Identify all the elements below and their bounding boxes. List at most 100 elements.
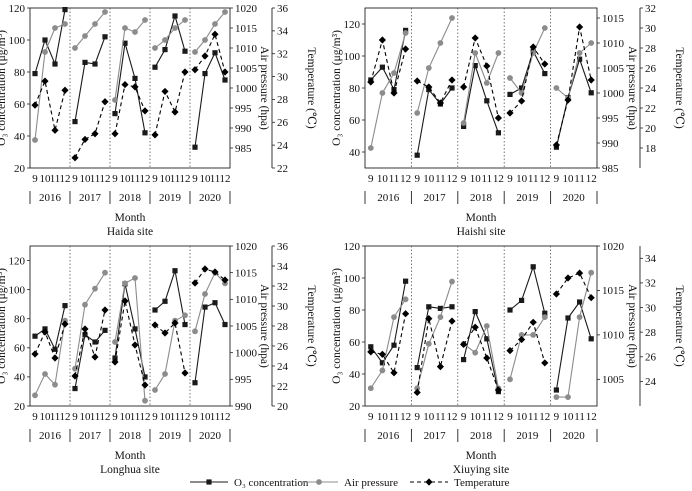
x-tick-label: 10: [563, 173, 575, 185]
data-point: [72, 45, 78, 51]
data-point: [367, 385, 374, 392]
y-tick-label: 120: [344, 241, 361, 253]
series-line-segment: [114, 83, 146, 134]
data-point: [192, 144, 198, 150]
y-tick-label: 60: [14, 343, 26, 355]
data-point: [448, 317, 456, 325]
x-tick-label: 12: [493, 411, 504, 423]
data-point: [151, 321, 159, 329]
y-tick-label: 20: [14, 163, 26, 175]
x-tick-label: 12: [539, 173, 550, 185]
data-point: [448, 76, 456, 84]
data-point: [588, 90, 594, 96]
data-point: [141, 381, 149, 389]
y-tick-label: 40: [14, 372, 26, 384]
y2-tick-label: 995: [235, 374, 252, 386]
series-line-segment: [556, 42, 592, 99]
data-point: [101, 98, 109, 106]
y3-tick-label: 26: [645, 63, 657, 75]
x-tick-label: 12: [447, 173, 458, 185]
data-point: [542, 71, 548, 77]
x-tick-label: 11: [210, 173, 221, 185]
data-point: [112, 339, 118, 345]
data-point: [494, 114, 502, 122]
x-tick-label: 10: [377, 173, 389, 185]
y3-tick-label: 22: [277, 163, 288, 175]
data-point: [413, 388, 421, 397]
data-point: [530, 264, 536, 270]
data-point: [171, 108, 179, 116]
x-tick-label: 12: [140, 411, 151, 423]
data-point: [471, 323, 479, 331]
y3-tick-label: 24: [645, 376, 657, 388]
data-point: [222, 321, 228, 328]
x-tick-label: 10: [40, 411, 52, 423]
y-axis-title: O₃ concentration (μg/m³): [0, 268, 8, 384]
y3-tick-label: 30: [277, 71, 289, 83]
data-point: [460, 340, 468, 349]
series-line-segment: [370, 298, 407, 389]
year-label: 2020: [199, 192, 222, 204]
year-label: 2020: [199, 430, 222, 442]
x-tick-label: 9: [554, 173, 560, 185]
x-tick-label: 10: [80, 173, 92, 185]
data-point: [402, 310, 410, 318]
x-tick-label: 11: [389, 173, 400, 185]
data-point: [41, 328, 49, 336]
legend-label: O₃ concentration: [234, 477, 309, 489]
data-point: [564, 96, 572, 104]
x-tick-label: 10: [160, 173, 172, 185]
data-point: [222, 9, 228, 15]
y2-tick-label: 1015: [602, 285, 625, 297]
y3-tick-label: 32: [645, 278, 656, 290]
x-tick-label: 12: [447, 411, 458, 423]
data-point: [202, 71, 208, 77]
data-point: [402, 30, 409, 36]
data-point: [91, 130, 99, 138]
data-point: [577, 56, 583, 62]
y-tick-label: 20: [349, 401, 361, 413]
y3-tick-label: 30: [277, 301, 289, 313]
data-point: [472, 50, 479, 56]
y2-axis-title: Air pressure (hpa): [626, 46, 638, 130]
data-point: [212, 50, 218, 56]
y3-tick-label: 36: [277, 241, 289, 253]
series-line-segment: [370, 281, 407, 364]
y2-tick-label: 1000: [235, 83, 258, 95]
data-point: [201, 52, 209, 60]
data-point: [192, 380, 198, 386]
data-point: [132, 326, 138, 332]
x-tick-label: 12: [100, 411, 111, 423]
year-label: 2019: [159, 192, 182, 204]
x-tick-label: 9: [72, 411, 78, 423]
data-point: [52, 61, 58, 67]
y3-tick-label: 18: [645, 143, 657, 155]
data-point: [379, 360, 385, 366]
series-line-segment: [154, 321, 186, 374]
data-point: [576, 314, 583, 321]
data-point: [588, 269, 595, 276]
data-point: [142, 130, 148, 136]
y-tick-label: 80: [14, 314, 26, 326]
data-point: [71, 154, 79, 162]
data-point: [102, 34, 108, 40]
series-line-segment: [509, 264, 546, 314]
y-tick-label: 20: [14, 401, 26, 413]
series-line-segment: [416, 79, 453, 105]
x-tick-label: 10: [377, 411, 389, 423]
y3-tick-label: 34: [277, 261, 289, 273]
y3-tick-label: 28: [277, 94, 289, 106]
series-right1: [32, 269, 228, 404]
series-line-segment: [416, 318, 453, 393]
data-point: [172, 25, 178, 31]
year-label: 2018: [119, 192, 142, 204]
data-point: [460, 83, 468, 91]
data-point: [507, 91, 513, 97]
data-point: [425, 65, 432, 71]
x-tick-label: 12: [493, 173, 504, 185]
y2-tick-label: 985: [235, 143, 252, 155]
y3-axis-title: Temperature (℃): [305, 47, 317, 129]
y-tick-label: 100: [9, 35, 26, 47]
x-tick-label: 10: [160, 411, 172, 423]
x-tick-label: 12: [60, 411, 71, 423]
